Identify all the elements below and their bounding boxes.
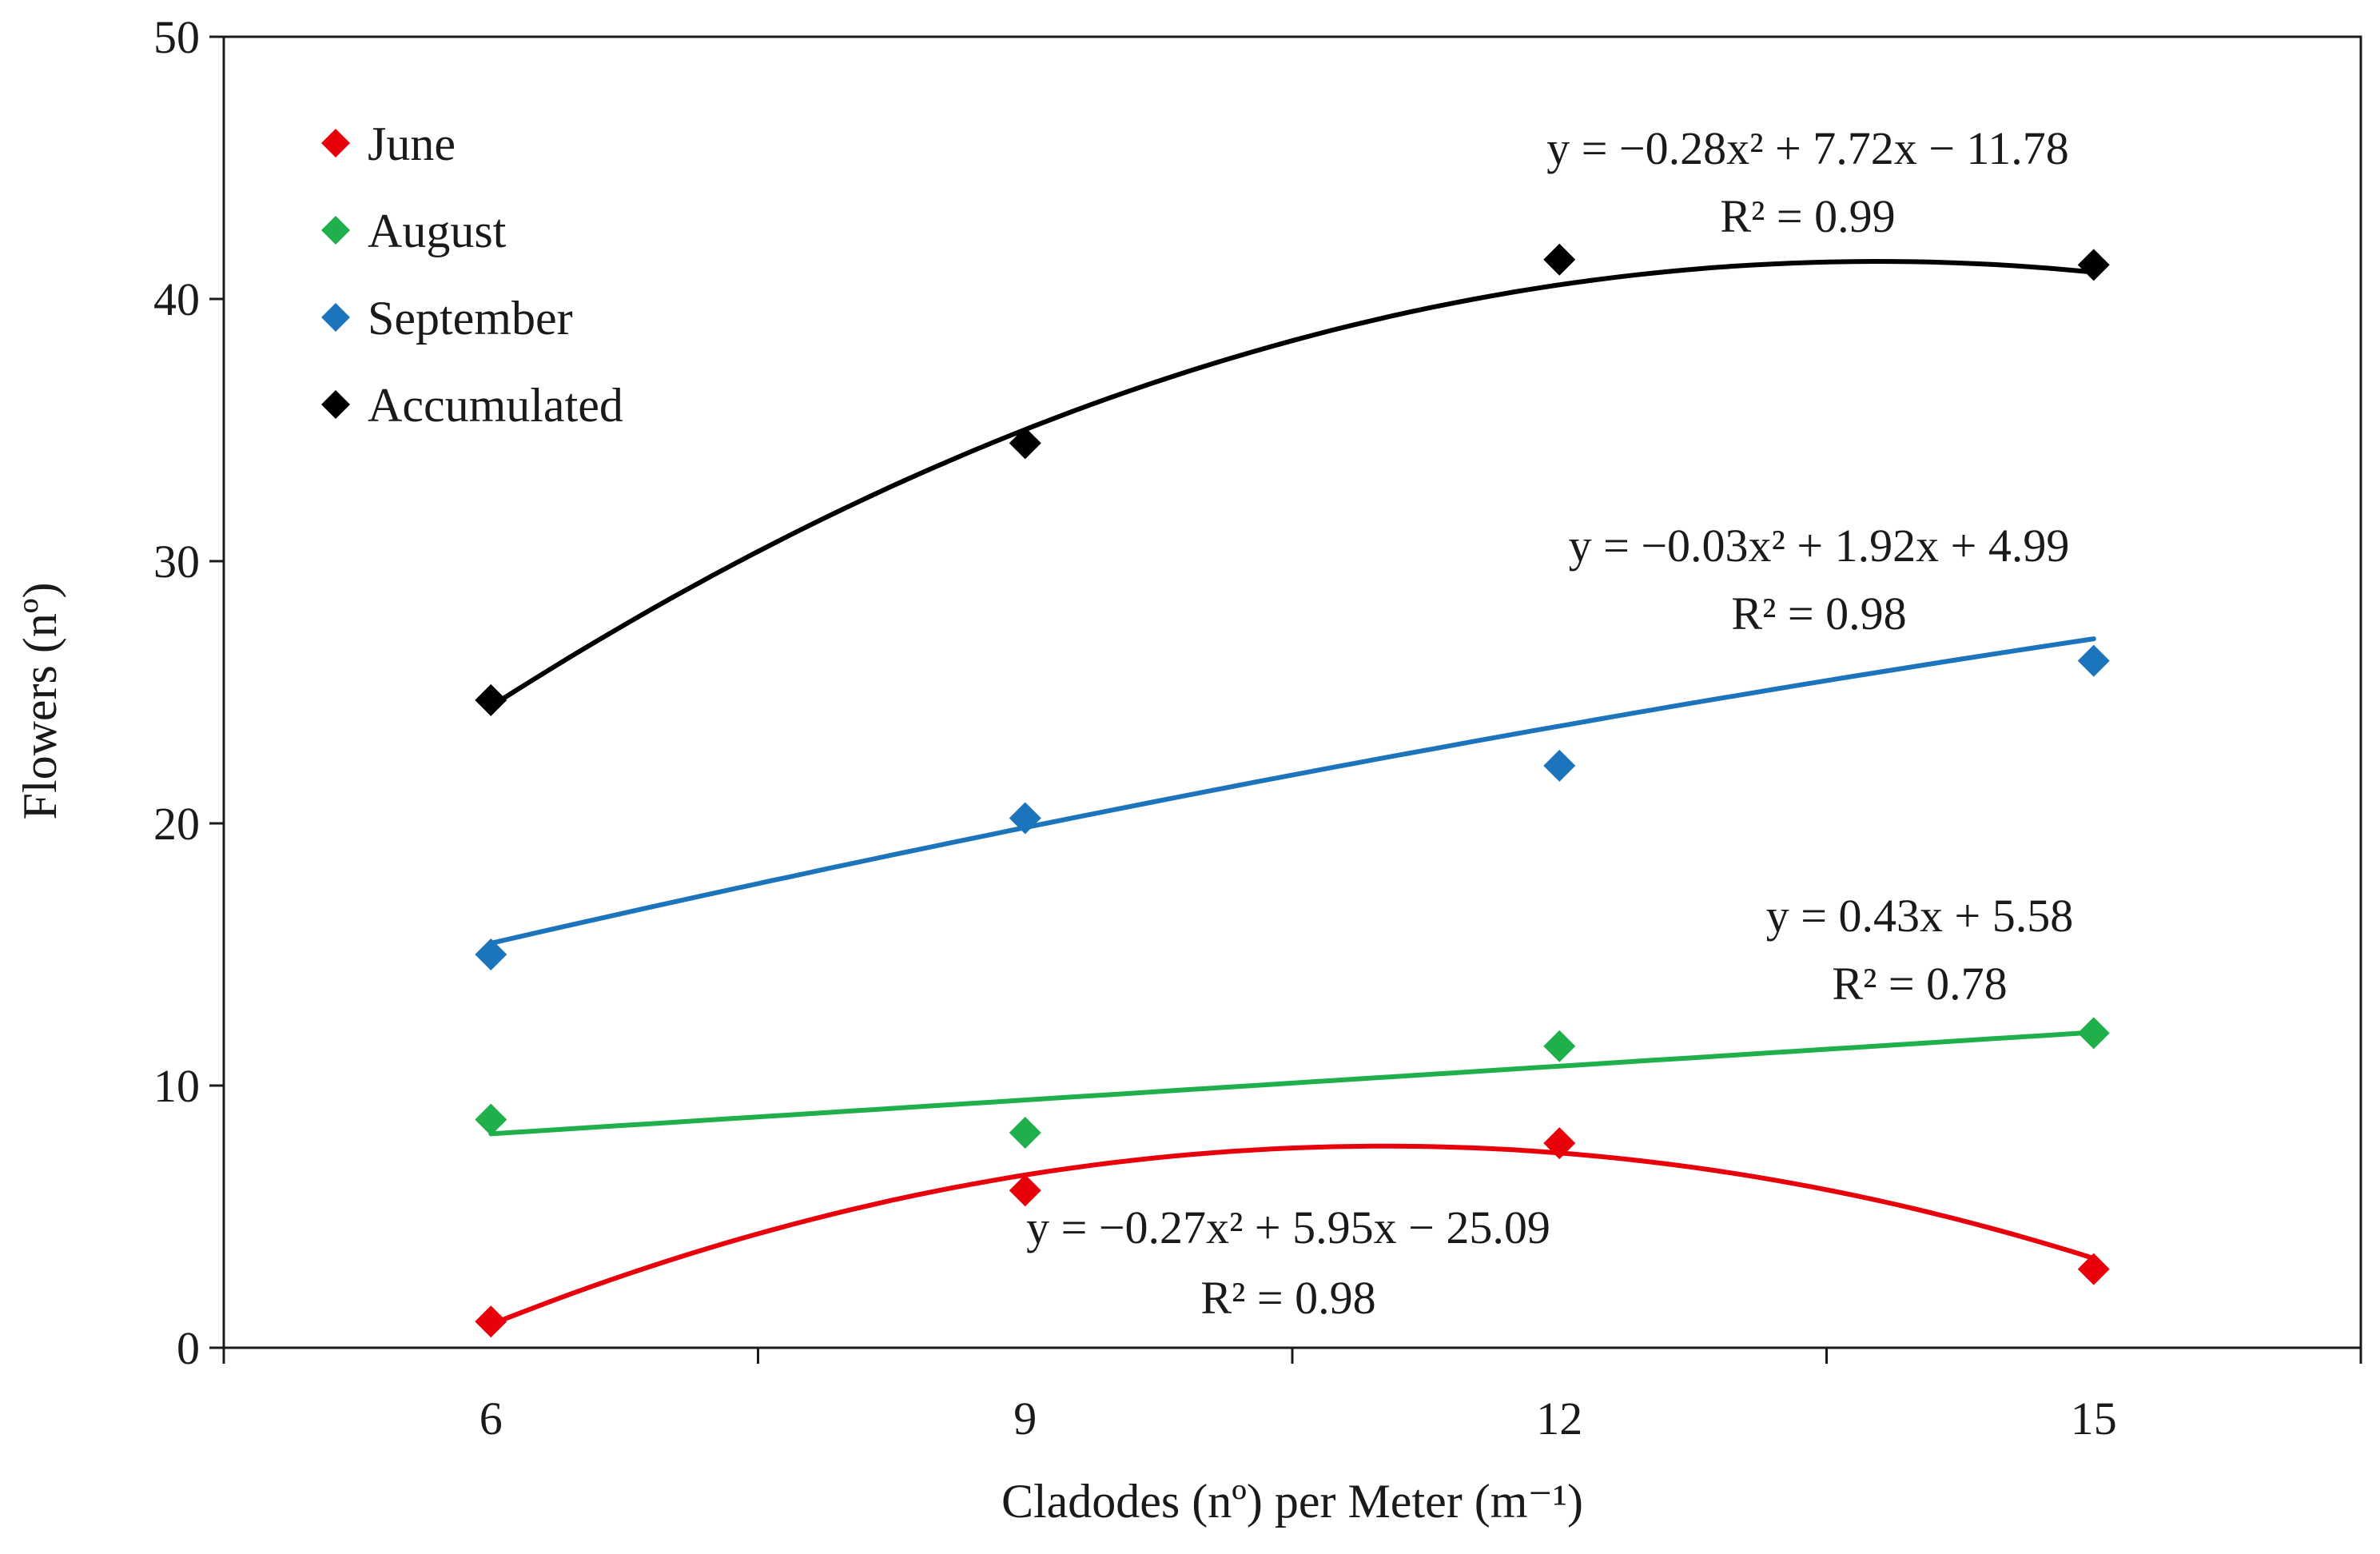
- x-tick-label: 15: [2071, 1393, 2117, 1444]
- legend-marker-september: [321, 303, 350, 332]
- trend-line-accumulated: [488, 259, 2096, 709]
- y-axis-title: Flowers (nº): [14, 583, 66, 820]
- y-tick-label: 40: [153, 273, 200, 325]
- data-point-accumulated: [1543, 243, 1576, 276]
- trend-lines: [488, 259, 2096, 1327]
- data-points: [475, 243, 2110, 1338]
- data-point-accumulated: [1009, 427, 1041, 460]
- legend-marker-june: [321, 129, 350, 157]
- legend-label-august: August: [368, 205, 507, 257]
- equation-labels: y = −0.28x² + 7.72x − 11.78 R² = 0.99 y …: [1026, 122, 2073, 1324]
- legend-item-accumulated: Accumulated: [321, 379, 623, 432]
- r2-accumulated: R² = 0.99: [1720, 190, 1895, 242]
- r2-august: R² = 0.78: [1832, 958, 2007, 1010]
- data-point-june: [2077, 1253, 2110, 1285]
- legend-label-accumulated: Accumulated: [368, 379, 623, 432]
- legend-label-june: June: [368, 118, 456, 170]
- data-point-august: [475, 1103, 507, 1136]
- x-axis-title: Cladodes (nº) per Meter (m⁻¹): [1001, 1475, 1583, 1528]
- y-tick-label: 50: [153, 11, 200, 63]
- axes: 0 10 20 30 40 50 6 9 12 15: [153, 11, 2362, 1444]
- legend: June August September Accumulated: [321, 118, 623, 432]
- data-point-september: [2077, 644, 2110, 677]
- data-point-accumulated: [2077, 249, 2110, 281]
- r2-september: R² = 0.98: [1731, 588, 1906, 640]
- data-point-accumulated: [475, 683, 507, 716]
- data-point-june: [1543, 1127, 1576, 1160]
- y-tick-label: 0: [177, 1322, 200, 1374]
- y-tick-label: 20: [153, 798, 200, 850]
- y-tick-label: 30: [153, 536, 200, 588]
- trend-line-june: [488, 1143, 2096, 1327]
- legend-item-august: August: [321, 205, 507, 257]
- data-point-september: [1009, 802, 1041, 835]
- legend-item-september: September: [321, 292, 573, 345]
- legend-label-september: September: [368, 292, 573, 345]
- legend-marker-august: [321, 216, 350, 245]
- equation-august: y = 0.43x + 5.58: [1766, 890, 2073, 942]
- equation-september: y = −0.03x² + 1.92x + 4.99: [1569, 520, 2070, 572]
- equation-accumulated: y = −0.28x² + 7.72x − 11.78: [1546, 122, 2069, 174]
- equation-june: y = −0.27x² + 5.95x − 25.09: [1026, 1201, 1550, 1253]
- data-point-june: [475, 1305, 507, 1338]
- x-tick-label: 12: [1536, 1393, 1582, 1444]
- legend-marker-accumulated: [321, 390, 350, 419]
- r2-june: R² = 0.98: [1200, 1272, 1375, 1324]
- data-point-august: [1009, 1117, 1041, 1150]
- data-point-june: [1009, 1174, 1041, 1207]
- data-point-september: [1543, 749, 1576, 782]
- trend-line-september: [488, 636, 2096, 946]
- data-point-september: [475, 938, 507, 970]
- legend-item-june: June: [321, 118, 456, 170]
- x-tick-label: 6: [480, 1393, 503, 1444]
- data-point-august: [1543, 1030, 1576, 1062]
- data-point-august: [2077, 1017, 2110, 1050]
- x-tick-label: 9: [1013, 1393, 1037, 1444]
- trend-line-august: [488, 1030, 2096, 1137]
- y-tick-label: 10: [153, 1060, 200, 1112]
